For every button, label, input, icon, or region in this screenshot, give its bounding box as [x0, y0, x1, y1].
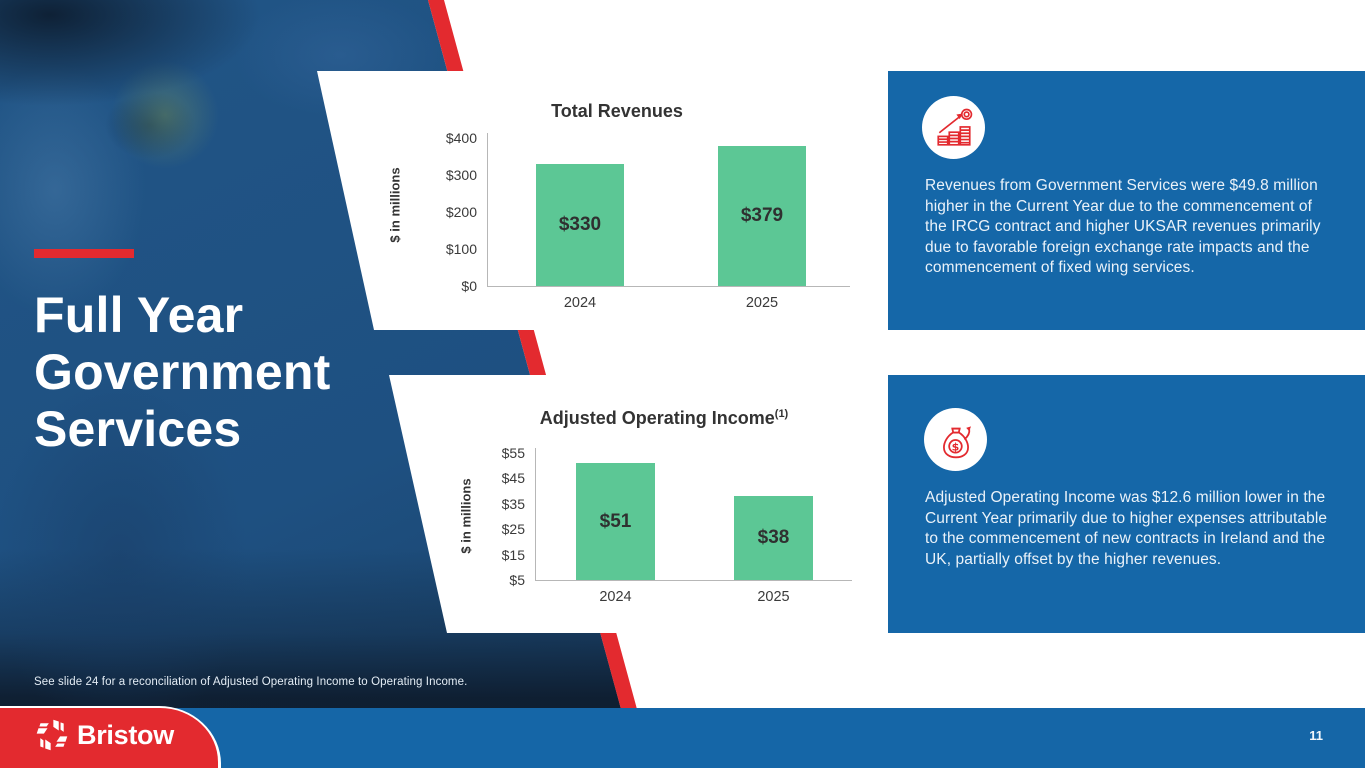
bar-value-label: $379	[740, 204, 784, 226]
y-tick-label: $15	[501, 546, 525, 563]
x-axis-line	[535, 580, 852, 581]
x-axis-line	[487, 286, 850, 287]
bristow-pinwheel-icon	[36, 719, 68, 751]
y-axis-line	[487, 133, 488, 287]
icon-circle	[922, 96, 985, 159]
adjusted-operating-income-chart-panel: Adjusted Operating Income(1) $ in millio…	[389, 375, 888, 633]
y-tick-label: $5	[509, 572, 525, 588]
icon-circle: $	[924, 408, 987, 471]
chart-title-text: Total Revenues	[551, 101, 683, 121]
bar-value-label: $51	[599, 510, 632, 532]
chart-title-text: Adjusted Operating Income	[539, 408, 775, 428]
bristow-logo: Bristow	[34, 717, 174, 753]
page-number: 11	[1309, 728, 1323, 743]
y-tick-label: $55	[501, 445, 525, 461]
y-tick-label: $400	[445, 130, 477, 146]
title-block: Full Year Government Services	[34, 249, 379, 458]
y-tick-label: $100	[445, 241, 477, 257]
x-category-label: 2024	[599, 589, 632, 605]
operating-income-plot-area: $55 $45 $35 $25 $15 $5 $51 2024 $38 2025	[389, 375, 888, 633]
footnote: See slide 24 for a reconciliation of Adj…	[34, 676, 468, 688]
y-tick-label: $300	[445, 167, 477, 183]
y-tick-label: $45	[501, 470, 525, 487]
bar-2024: $51	[576, 463, 655, 580]
chart-title: Adjusted Operating Income(1)	[449, 408, 879, 429]
title-accent-bar	[34, 249, 134, 258]
x-category-label: 2025	[745, 295, 779, 311]
revenues-commentary-panel: Revenues from Government Services were $…	[888, 71, 1365, 330]
money-bag-icon: $	[942, 425, 971, 458]
chart-title-superscript: (1)	[774, 408, 789, 420]
bar-2025: $38	[734, 496, 813, 580]
footer-logo-tab: Bristow	[0, 706, 221, 768]
operating-income-commentary-panel: $ Adjusted Operating Income was $12.6 mi…	[888, 375, 1365, 633]
y-tick-label: $200	[445, 204, 477, 220]
y-tick-label: $35	[501, 495, 525, 512]
footer-logo-tab-red	[0, 708, 218, 768]
x-category-label: 2025	[757, 589, 790, 605]
bar-value-label: $330	[558, 213, 602, 235]
footer-bar: Bristow 11	[0, 706, 1365, 768]
chart-title: Total Revenues	[377, 101, 857, 122]
slide-title: Full Year Government Services	[34, 287, 331, 457]
coin-growth-icon	[936, 108, 972, 146]
commentary-text: Revenues from Government Services were $…	[925, 177, 1321, 277]
svg-text:$: $	[951, 440, 959, 453]
y-tick-label: $0	[461, 278, 477, 294]
bar-2025: $379	[718, 145, 806, 286]
commentary-text: Adjusted Operating Income was $12.6 mill…	[925, 489, 1328, 568]
bar-value-label: $38	[757, 527, 790, 549]
x-category-label: 2024	[563, 295, 597, 311]
revenues-plot-area: $400 $300 $200 $100 $0 $330 2024 $379 2025	[317, 71, 888, 330]
total-revenues-chart-panel: Total Revenues $ in millions $400 $300 $20…	[317, 71, 888, 330]
bar-2024: $330	[536, 163, 624, 286]
y-axis-line	[535, 448, 536, 581]
y-tick-label: $25	[501, 521, 525, 538]
logo-text: Bristow	[77, 719, 174, 750]
